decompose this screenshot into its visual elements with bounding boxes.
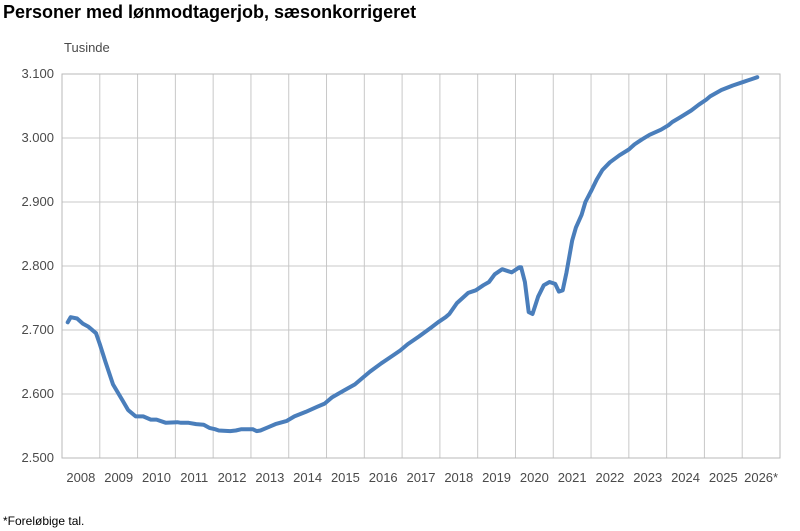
y-axis-ticks: 2.500 2.600 2.700 2.800 2.900 3.000 3.100: [21, 66, 54, 465]
y-tick-label: 2.900: [21, 194, 54, 209]
x-tick-label: 2013: [255, 470, 284, 485]
x-tick-label: 2026*: [744, 470, 778, 485]
y-tick-label: 2.700: [21, 322, 54, 337]
x-tick-label: 2008: [66, 470, 95, 485]
footnote: *Foreløbige tal.: [3, 514, 85, 528]
x-tick-label: 2023: [633, 470, 662, 485]
x-tick-label: 2025: [709, 470, 738, 485]
x-tick-label: 2010: [142, 470, 171, 485]
x-tick-label: 2011: [180, 470, 208, 485]
x-tick-label: 2021: [558, 470, 587, 485]
x-tick-label: 2019: [482, 470, 511, 485]
y-tick-label: 2.600: [21, 386, 54, 401]
x-axis-ticks: 2008 2009 2010 2011 2012 2013 2014 2015 2016 2017…: [66, 470, 778, 485]
x-tick-label: 2018: [444, 470, 473, 485]
x-tick-label: 2015: [331, 470, 360, 485]
series-line: [65, 75, 760, 434]
chart-grid: [62, 73, 780, 459]
x-tick-label: 2012: [218, 470, 247, 485]
x-tick-label: 2020: [520, 470, 549, 485]
chart-title: Personer med lønmodtagerjob, sæsonkorrig…: [3, 2, 417, 22]
x-tick-label: 2014: [293, 470, 322, 485]
y-tick-label: 2.800: [21, 258, 54, 273]
x-tick-label: 2024: [671, 470, 700, 485]
y-tick-label: 2.500: [21, 450, 54, 465]
y-axis-unit-label: Tusinde: [64, 40, 110, 55]
x-tick-label: 2017: [407, 470, 436, 485]
y-tick-label: 3.100: [21, 66, 54, 81]
y-tick-label: 3.000: [21, 130, 54, 145]
plot-area-border: [61, 73, 781, 459]
x-tick-label: 2016: [369, 470, 398, 485]
x-tick-label: 2009: [104, 470, 133, 485]
x-tick-label: 2022: [595, 470, 624, 485]
